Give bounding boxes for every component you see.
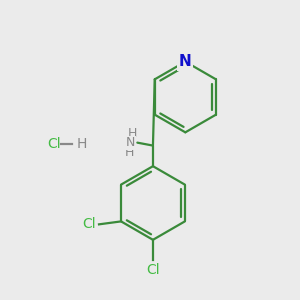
Text: N: N bbox=[179, 54, 192, 69]
Text: Cl: Cl bbox=[47, 137, 61, 151]
Text: H: H bbox=[128, 127, 137, 140]
Text: N: N bbox=[126, 136, 136, 149]
Text: H: H bbox=[125, 146, 134, 159]
Text: Cl: Cl bbox=[82, 217, 95, 231]
Text: H: H bbox=[76, 137, 87, 151]
Text: Cl: Cl bbox=[146, 263, 160, 278]
